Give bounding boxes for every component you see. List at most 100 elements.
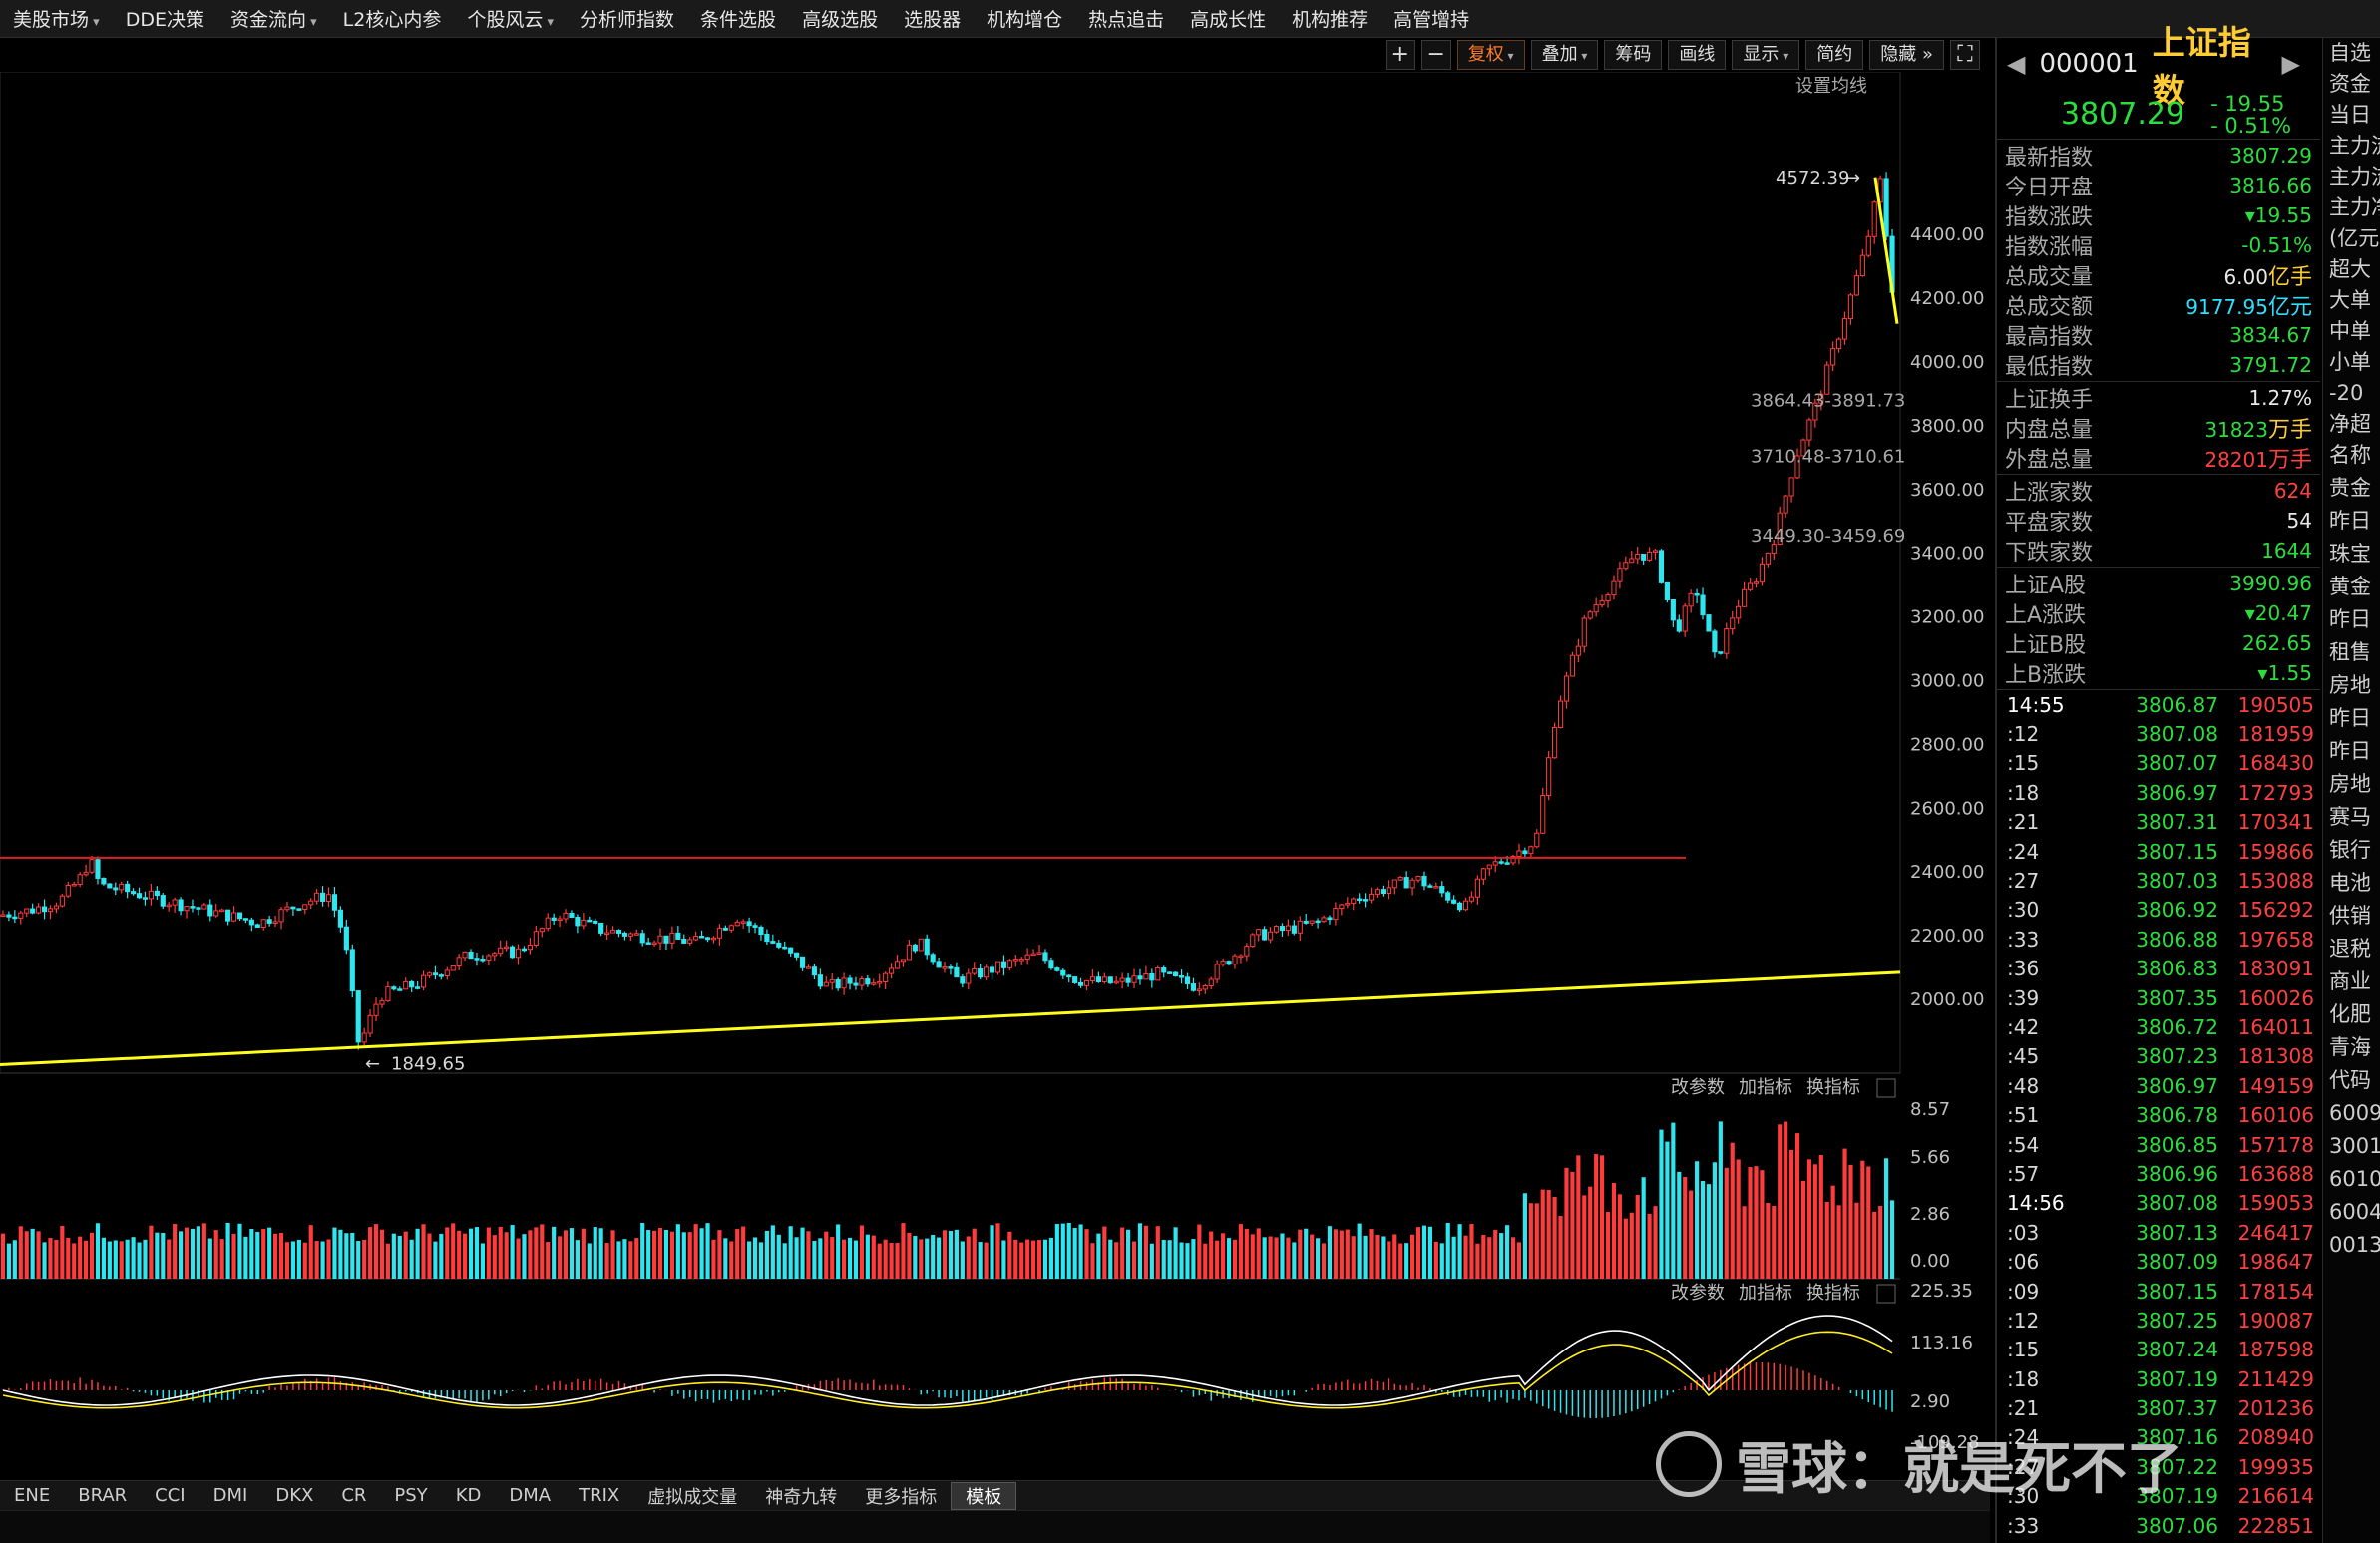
candle-body [936,961,942,968]
candle-body [47,908,54,913]
next-arrow-icon[interactable]: ▶ [2281,50,2300,78]
candle-body [883,972,889,982]
indicator-tab[interactable]: 神奇九转 [765,1486,838,1508]
volume-bar [1889,1200,1895,1279]
indicator-tab[interactable]: PSY [394,1485,428,1506]
candle-body [1060,969,1066,976]
candle-body [960,976,966,984]
stat-label: 指数涨幅 [2005,235,2094,260]
restore-rights-button[interactable]: 复权 [1456,40,1525,70]
menu-item[interactable]: 分析师指数 [580,9,675,31]
tick-row: :42 3806.72 164011 [2003,1012,2314,1041]
candle-body [782,946,788,950]
ma-setting-label[interactable]: 设置均线 [1795,76,1867,97]
menu-item[interactable]: 条件选股 [700,9,777,31]
display-button[interactable]: 显示 [1732,40,1800,70]
volume-bar [308,1225,313,1279]
chips-button[interactable]: 筹码 [1604,40,1663,70]
stat-value-wrap: -0.51% [2241,233,2312,257]
indicator-tab[interactable]: BRAR [78,1485,128,1506]
volume-panel-link[interactable]: 改参数 [1671,1077,1725,1098]
volume-bar [1457,1224,1462,1279]
indicator-tab[interactable]: DMI [212,1485,248,1506]
close-icon[interactable] [1876,1284,1896,1304]
volume-bar [663,1229,669,1279]
draw-line-button[interactable]: 画线 [1668,40,1727,70]
menu-item[interactable]: 选股器 [904,9,962,31]
indicator-tab[interactable]: KD [455,1485,482,1506]
fullscreen-icon[interactable]: ⛶ [1950,40,1980,70]
volume-bar [137,1242,142,1279]
zoom-out-button[interactable]: − [1420,40,1451,70]
fund-flow-item: 昨日 [2329,509,2371,533]
volume-bar [320,1241,325,1279]
overlay-button[interactable]: 叠加 [1530,40,1599,70]
indicator-tab[interactable]: 更多指标 [865,1486,938,1508]
indicator-tab[interactable]: CCI [155,1485,186,1506]
volume-bar [427,1233,432,1279]
menu-item[interactable]: DDE决策 [125,9,204,31]
tick-time: :48 [2007,1073,2040,1098]
stat-value-wrap: 54 [2287,509,2312,533]
volume-bar [1126,1229,1131,1279]
stat-value-wrap: 3791.72 [2229,353,2312,377]
volume-bar [1280,1233,1285,1279]
candle-body [456,957,462,967]
volume-panel-link[interactable]: 换指标 [1806,1077,1860,1098]
volume-panel-link[interactable]: 加指标 [1739,1077,1792,1098]
tick-volume: 216614 [2237,1484,2314,1509]
menu-item[interactable]: 机构推荐 [1292,9,1369,31]
candle-body [355,990,361,1043]
tick-time: :21 [2007,1396,2040,1421]
tick-volume: 208940 [2237,1425,2314,1450]
volume-bar [1884,1158,1889,1279]
volume-bar [871,1235,876,1279]
candle-body [1824,364,1830,395]
indicator-tab[interactable]: TRIX [579,1485,620,1506]
volume-bar [302,1242,307,1279]
stat-value-wrap: 28201万手 [2204,442,2312,474]
hide-button[interactable]: 隐藏 » [1869,40,1944,70]
menu-item[interactable]: 机构增仓 [987,9,1063,31]
volume-bar [842,1239,847,1279]
indicator-tab[interactable]: ENE [14,1485,51,1506]
macd-panel-link[interactable]: 改参数 [1671,1283,1725,1304]
indicator-tab[interactable]: CR [341,1485,367,1506]
menu-item[interactable]: 高级选股 [802,9,879,31]
macd-dif-line [2,1315,1893,1406]
prev-arrow-icon[interactable]: ◀ [2007,50,2026,78]
macd-panel-link[interactable]: 换指标 [1806,1283,1860,1304]
volume-bar [954,1229,959,1279]
candle-body [1641,553,1647,561]
tick-list[interactable]: 14:55 3806.87 190505:12 3807.08 181959:15 380… [1997,690,2320,1540]
close-icon[interactable] [1876,1078,1896,1098]
volume-bar [1463,1235,1468,1279]
candle-body [1178,975,1185,978]
fund-flow-item: 3001 [2329,1134,2380,1158]
indicator-tab[interactable]: 虚拟成交量 [647,1486,738,1508]
menu-item[interactable]: 个股风云 [454,5,567,32]
menu-item[interactable]: 美股市场 [0,5,113,32]
menu-item[interactable]: L2核心内参 [342,9,442,31]
indicator-tab[interactable]: DKX [275,1485,314,1506]
candle-body [213,910,219,917]
menu-item[interactable]: 高成长性 [1190,9,1267,31]
volume-bar [1481,1234,1486,1279]
macd-panel-link[interactable]: 加指标 [1739,1283,1792,1304]
simple-mode-button[interactable]: 简约 [1805,40,1864,70]
volume-bar [895,1243,900,1279]
volume-bar [1357,1223,1362,1279]
indicator-tab[interactable]: DMA [509,1485,552,1506]
volume-bar [569,1228,575,1279]
menu-item[interactable]: 资金流向 [217,5,330,32]
candle-body [1664,581,1670,600]
menu-item[interactable]: 热点追击 [1088,9,1165,31]
zoom-in-button[interactable]: + [1385,40,1415,70]
fund-flow-item: 代码 [2329,1068,2371,1092]
index-code: 000001 [2039,49,2139,79]
menu-item[interactable]: 高管增持 [1393,9,1470,31]
kline-chart-area[interactable]: + − 复权 叠加 筹码 画线 显示 简约 隐藏 » ⛶ 4400.00 4200… [0,38,1990,1518]
fund-flow-item: 主力流 [2329,165,2380,189]
indicator-tab[interactable]: 模板 [951,1481,1017,1510]
candle-body [1161,967,1167,973]
